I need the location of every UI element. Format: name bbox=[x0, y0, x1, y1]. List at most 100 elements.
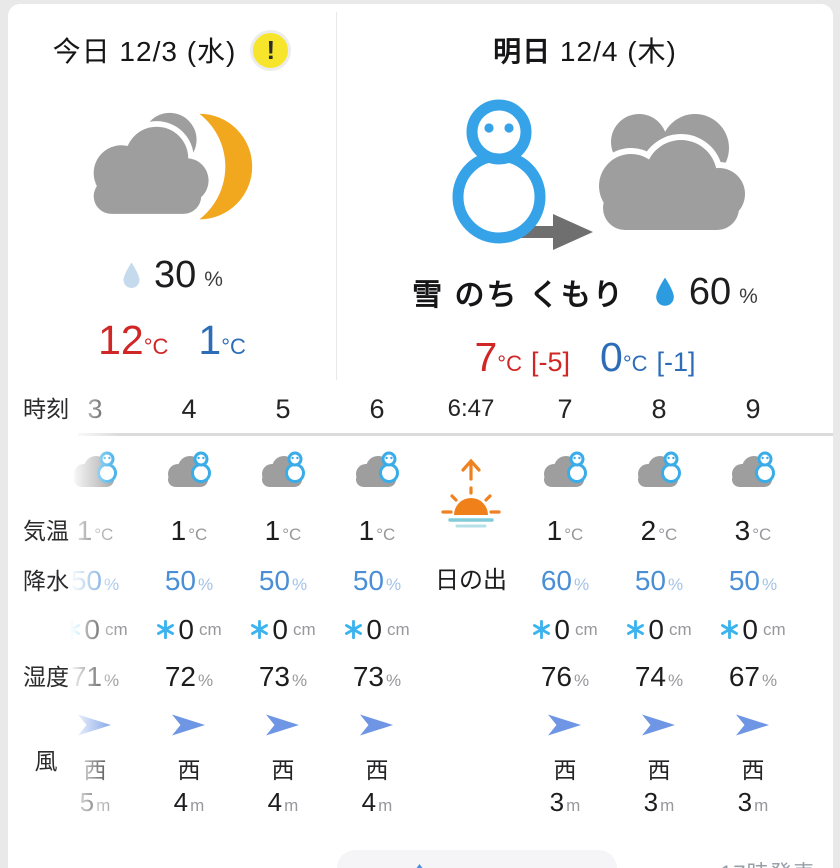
snowman-icon bbox=[452, 99, 546, 244]
tomorrow-card[interactable]: 明日 12/4 (木) bbox=[337, 4, 833, 384]
hour-temp: 1°C bbox=[264, 515, 302, 546]
snow-cloud-icon bbox=[706, 433, 800, 506]
expand-button[interactable] bbox=[337, 850, 617, 868]
hour-precip: 50% bbox=[258, 565, 308, 596]
hour-label: 8 bbox=[651, 394, 667, 424]
snowflake-icon bbox=[345, 620, 363, 639]
wind-arrow-icon bbox=[706, 713, 800, 737]
sunrise-column: 6:47 日の出 bbox=[424, 385, 518, 838]
row-label-wind: 風 bbox=[34, 748, 58, 774]
hour-temp: 1°C bbox=[170, 515, 208, 546]
hour-label: 7 bbox=[557, 394, 573, 424]
forecast-text: 雪 のち くもり bbox=[412, 279, 625, 312]
snowflake-icon bbox=[721, 620, 739, 639]
wind-arrow-icon bbox=[612, 713, 706, 737]
today-card[interactable]: 今日 12/3 (水) ! 30% bbox=[8, 4, 336, 384]
card-divider bbox=[336, 12, 337, 380]
hour-temp: 1°C bbox=[358, 515, 396, 546]
sunrise-time: 6:47 bbox=[447, 395, 495, 422]
row-label-column: 時刻 気温 降水 湿度 風 bbox=[8, 385, 120, 826]
hour-temp: 2 °C bbox=[640, 515, 678, 546]
today-title: 今日 12/3 (水) bbox=[52, 36, 237, 67]
tomorrow-title: 明日 12/4 (木) bbox=[493, 36, 677, 67]
alert-icon[interactable]: ! bbox=[250, 29, 292, 71]
hour-humidity: 73% bbox=[258, 661, 308, 692]
cloudy-moon-icon bbox=[8, 100, 336, 235]
raindrop-icon bbox=[656, 277, 674, 306]
wind-direction: 西 bbox=[271, 757, 295, 783]
hour-precip: 50% bbox=[728, 565, 778, 596]
snow-cloud-icon bbox=[518, 433, 612, 506]
tomorrow-icon-group bbox=[337, 80, 833, 252]
wind-arrow-icon bbox=[236, 713, 330, 737]
today-low-temp: 1°C bbox=[198, 317, 246, 363]
tomorrow-precip-value: 60 bbox=[688, 270, 732, 313]
hourly-forecast-table: 3 1°C 50% 0cm 71% 西 5m 4 1°C 50% 0cm 72 bbox=[8, 385, 833, 826]
hour-temp: 3 °C bbox=[734, 515, 772, 546]
percent-unit: % bbox=[739, 285, 758, 308]
today-precip-value: 30 bbox=[154, 253, 197, 296]
tomorrow-high-temp: 7°C [-5] bbox=[474, 334, 570, 380]
hour-label: 6 bbox=[369, 394, 385, 424]
hour-label: 9 bbox=[745, 394, 761, 424]
table-divider bbox=[78, 433, 833, 436]
wind-arrow-icon bbox=[518, 713, 612, 737]
wind-direction: 西 bbox=[177, 757, 201, 783]
publish-time: 17時発表 bbox=[720, 856, 815, 868]
tomorrow-title-row: 明日 12/4 (木) bbox=[337, 28, 833, 72]
hour-humidity: 76% bbox=[540, 661, 590, 692]
hour-precip: 50% bbox=[634, 565, 684, 596]
tomorrow-temps: 7°C [-5] 0°C [-1] bbox=[337, 334, 833, 382]
raindrop-icon bbox=[123, 262, 140, 288]
hour-temp: 1°C bbox=[546, 515, 584, 546]
sunrise-icon bbox=[424, 443, 518, 543]
hour-humidity: 73% bbox=[352, 661, 402, 692]
row-label-temp: 気温 bbox=[23, 518, 69, 544]
tomorrow-low-temp: 0°C [-1] bbox=[600, 334, 696, 380]
snowflake-icon bbox=[533, 620, 551, 639]
row-label-time: 時刻 bbox=[23, 396, 69, 422]
row-label-humidity: 湿度 bbox=[23, 664, 69, 690]
snow-cloud-icon bbox=[236, 433, 330, 506]
hour-humidity: 67% bbox=[728, 661, 778, 692]
row-label-precip: 降水 bbox=[23, 568, 69, 594]
today-precip-row: 30% bbox=[8, 253, 336, 297]
hourly-scroll-area[interactable]: 3 1°C 50% 0cm 71% 西 5m 4 1°C 50% 0cm 72 bbox=[8, 385, 833, 838]
tomorrow-forecast-row: 雪 のち くもり 60% bbox=[337, 270, 833, 314]
hour-precip: 60% bbox=[540, 565, 590, 596]
snowflake-icon bbox=[251, 620, 269, 639]
snow-cloud-icon bbox=[142, 433, 236, 506]
hour-precip: 50% bbox=[352, 565, 402, 596]
hour-label: 4 bbox=[181, 394, 197, 424]
sunrise-label: 日の出 bbox=[435, 567, 507, 594]
wind-arrow-icon bbox=[142, 713, 236, 737]
cloud-icon bbox=[593, 114, 751, 232]
weather-app: 今日 12/3 (水) ! 30% bbox=[8, 4, 833, 868]
wind-direction: 西 bbox=[741, 757, 765, 783]
hour-humidity: 72% bbox=[164, 661, 214, 692]
snow-cloud-icon bbox=[330, 433, 424, 506]
hour-label: 5 bbox=[275, 394, 291, 424]
hour-precip: 50% bbox=[164, 565, 214, 596]
